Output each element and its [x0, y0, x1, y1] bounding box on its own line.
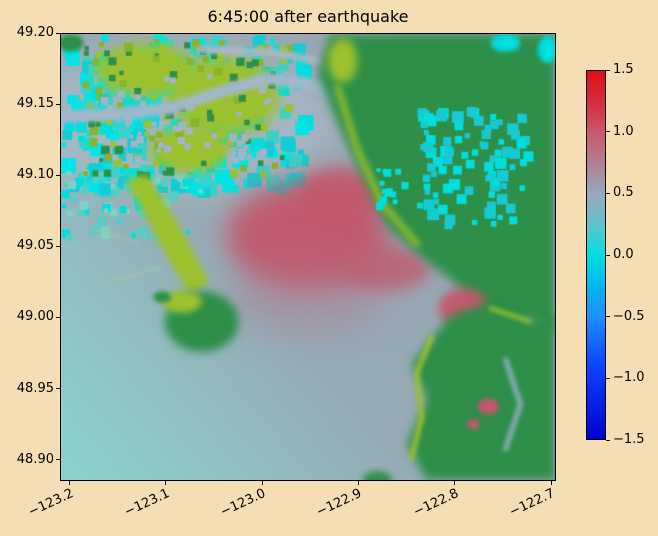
x-tick-label: −123.0: [218, 486, 269, 521]
y-tick-label: 48.95: [16, 380, 54, 396]
x-tick-label: −122.7: [507, 486, 558, 521]
y-tick-label: 49.10: [16, 167, 54, 183]
y-tick-label: 49.00: [16, 309, 54, 325]
colorbar-tick-label: −1.0: [613, 370, 645, 386]
y-tick-mark: [56, 388, 60, 390]
colorbar-gradient: [587, 71, 605, 439]
colorbar-tick-label: 1.0: [613, 123, 634, 139]
colorbar-tick-mark: [606, 131, 610, 133]
heatmap-canvas: [61, 34, 555, 480]
x-tick-mark: [358, 481, 360, 485]
colorbar-tick-mark: [606, 439, 610, 441]
x-tick-mark: [165, 481, 167, 485]
y-tick-label: 49.20: [16, 25, 54, 40]
y-tick-mark: [56, 103, 60, 105]
y-tick-mark: [56, 245, 60, 247]
x-tick-mark: [550, 481, 552, 485]
x-tick-label: −123.2: [25, 486, 76, 521]
y-tick-label: 49.15: [16, 96, 54, 112]
y-tick-label: 48.90: [16, 451, 54, 467]
colorbar-tick-mark: [606, 316, 610, 318]
x-tick-label: −123.1: [121, 486, 172, 521]
x-tick-label: −122.8: [410, 486, 461, 521]
colorbar-tick-label: 1.5: [613, 62, 634, 77]
colorbar-tick-label: 0.0: [613, 247, 634, 262]
colorbar-tick-mark: [606, 254, 610, 256]
colorbar: [586, 70, 606, 440]
colorbar-tick-mark: [606, 192, 610, 194]
y-tick-mark: [56, 174, 60, 176]
y-tick-mark: [56, 459, 60, 461]
y-tick-mark: [56, 32, 60, 34]
chart-title: 6:45:00 after earthquake: [207, 7, 409, 26]
colorbar-tick-label: 0.5: [613, 185, 634, 201]
x-tick-mark: [261, 481, 263, 485]
y-tick-mark: [56, 316, 60, 318]
x-tick-mark: [454, 481, 456, 485]
x-tick-label: −122.9: [314, 486, 365, 521]
colorbar-tick-mark: [606, 377, 610, 379]
x-tick-mark: [69, 481, 71, 485]
colorbar-tick-label: −0.5: [613, 308, 645, 324]
plot-area: [60, 33, 556, 481]
y-tick-label: 49.05: [16, 238, 54, 254]
colorbar-tick-label: −1.5: [613, 432, 645, 447]
colorbar-tick-mark: [606, 69, 610, 71]
